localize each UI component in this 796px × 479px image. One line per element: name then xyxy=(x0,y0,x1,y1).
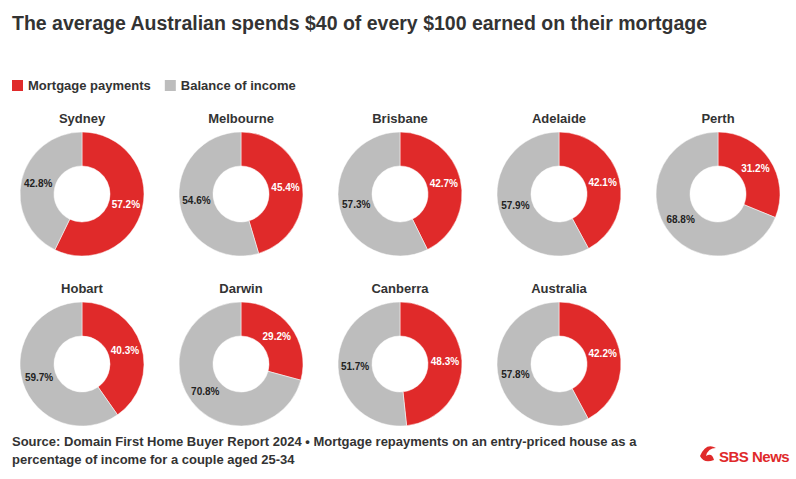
data-label: 57.2% xyxy=(112,199,140,210)
donut: Australia 42.2% 57.8% xyxy=(497,281,621,426)
legend-item: Balance of income xyxy=(165,78,296,93)
data-label: 29.2% xyxy=(263,331,291,342)
slice xyxy=(497,302,588,426)
legend-label: Balance of income xyxy=(181,78,296,93)
category-label: Australia xyxy=(531,281,587,296)
source-note: Source: Domain First Home Buyer Report 2… xyxy=(12,434,637,467)
donut: Perth 31.2% 68.8% xyxy=(656,111,780,256)
donut-body: 40.3% 59.7% xyxy=(20,302,144,426)
data-label: 42.2% xyxy=(588,348,616,359)
donut-body: 42.1% 57.9% xyxy=(497,132,621,256)
logo-mark xyxy=(700,446,716,461)
data-label: 57.9% xyxy=(501,200,529,211)
data-label: 70.8% xyxy=(191,386,219,397)
category-label: Hobart xyxy=(61,281,104,296)
donut-body: 42.7% 57.3% xyxy=(338,132,462,256)
chart: The average Australian spends $40 of eve… xyxy=(0,0,796,479)
legend: Mortgage payments Balance of income xyxy=(12,78,296,93)
slice xyxy=(20,132,82,250)
category-label: Brisbane xyxy=(372,111,428,126)
data-label: 40.3% xyxy=(111,345,139,356)
data-label: 59.7% xyxy=(25,372,53,383)
data-label: 42.7% xyxy=(430,178,458,189)
donut: Hobart 40.3% 59.7% xyxy=(20,281,144,426)
donut: Sydney 57.2% 42.8% xyxy=(20,111,144,256)
category-label: Adelaide xyxy=(532,111,586,126)
data-label: 48.3% xyxy=(431,356,459,367)
data-label: 31.2% xyxy=(741,163,769,174)
category-label: Darwin xyxy=(219,281,262,296)
data-label: 57.3% xyxy=(342,199,370,210)
slice xyxy=(241,302,303,380)
slice xyxy=(179,302,301,426)
text-line: The average Australian spends $40 of eve… xyxy=(12,12,707,34)
data-label: 42.1% xyxy=(588,177,616,188)
logo-text: SBS News xyxy=(719,448,789,465)
data-label: 57.8% xyxy=(501,369,529,380)
legend-swatch xyxy=(12,80,23,91)
donut-body: 48.3% 51.7% xyxy=(338,302,462,426)
donut: Brisbane 42.7% 57.3% xyxy=(338,111,462,256)
data-label: 68.8% xyxy=(666,214,694,225)
donut-body: 29.2% 70.8% xyxy=(179,302,303,426)
data-label: 42.8% xyxy=(24,178,52,189)
donut: Melbourne 45.4% 54.6% xyxy=(179,111,303,256)
legend-label: Mortgage payments xyxy=(28,78,151,93)
category-label: Melbourne xyxy=(208,111,274,126)
legend-item: Mortgage payments xyxy=(12,78,151,93)
donut: Darwin 29.2% 70.8% xyxy=(179,281,303,426)
category-label: Sydney xyxy=(59,111,106,126)
slice xyxy=(179,132,259,256)
slice xyxy=(656,132,775,256)
donut: Canberra 48.3% 51.7% xyxy=(338,281,462,426)
text-line: Source: Domain First Home Buyer Report 2… xyxy=(12,434,637,449)
data-label: 54.6% xyxy=(182,195,210,206)
category-label: Canberra xyxy=(371,281,429,296)
data-label: 45.4% xyxy=(271,182,299,193)
donut-body: 31.2% 68.8% xyxy=(656,132,780,256)
text-line: percentage of income for a couple aged 2… xyxy=(12,452,295,467)
slice xyxy=(400,302,462,426)
donut-body: 42.2% 57.8% xyxy=(497,302,621,426)
category-label: Perth xyxy=(701,111,734,126)
legend-swatch xyxy=(165,80,176,91)
donut: Adelaide 42.1% 57.9% xyxy=(497,111,621,256)
slice xyxy=(497,132,589,256)
donut-body: 45.4% 54.6% xyxy=(179,132,303,256)
slice xyxy=(20,302,117,426)
donut-body: 57.2% 42.8% xyxy=(20,132,144,256)
slice xyxy=(338,302,407,426)
title: The average Australian spends $40 of eve… xyxy=(12,12,707,34)
data-label: 51.7% xyxy=(341,361,369,372)
slice xyxy=(718,132,780,218)
logo: SBS News xyxy=(700,446,789,465)
slice xyxy=(338,132,427,256)
